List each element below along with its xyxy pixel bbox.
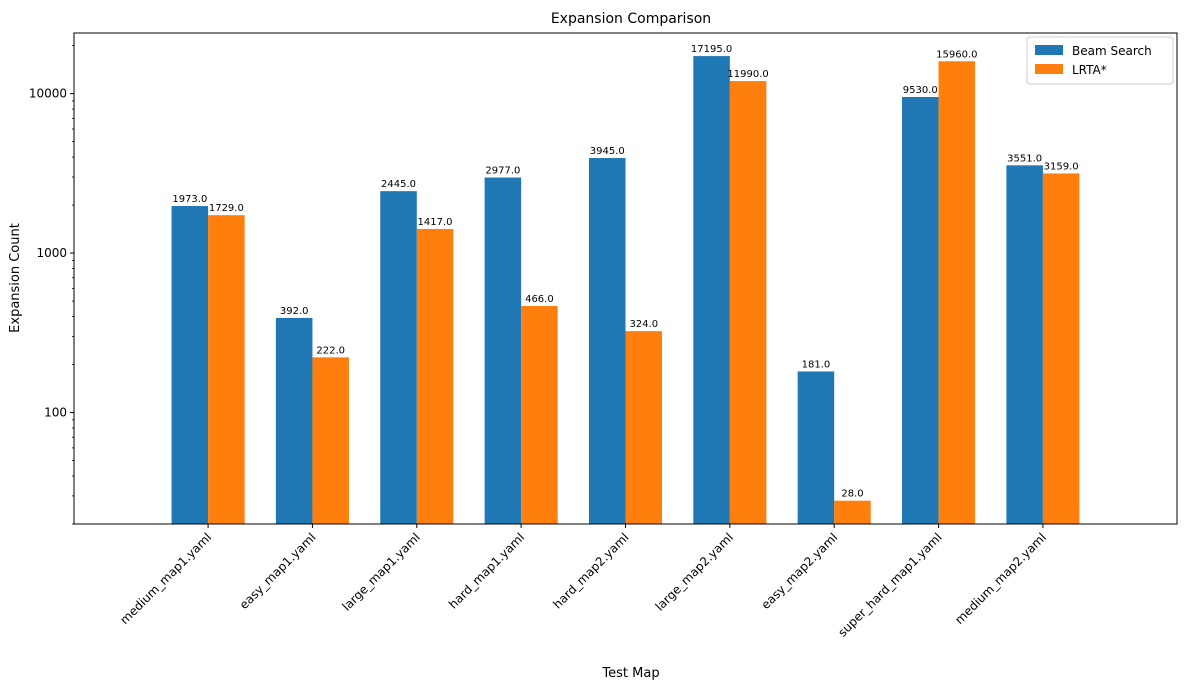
bar-value-label: 3551.0 <box>1007 153 1042 164</box>
bar <box>484 177 522 524</box>
bar-value-label: 11990.0 <box>727 69 768 80</box>
y-tick-label: 10000 <box>29 87 67 101</box>
y-tick-label: 1000 <box>36 246 67 260</box>
bar-value-label: 181.0 <box>802 359 831 370</box>
bar <box>625 331 663 524</box>
bar <box>1042 173 1080 524</box>
bar <box>938 61 976 524</box>
bar <box>797 371 835 524</box>
bar-value-label: 9530.0 <box>903 85 938 96</box>
bar-value-label: 2977.0 <box>485 166 520 177</box>
legend-label: LRTA* <box>1072 63 1107 77</box>
bar <box>275 317 313 524</box>
bar-value-label: 1729.0 <box>209 203 244 214</box>
bar-value-label: 17195.0 <box>691 44 732 55</box>
bar <box>834 500 871 524</box>
bar <box>380 191 417 525</box>
legend: Beam Search LRTA* <box>1026 36 1174 85</box>
bar <box>208 215 245 525</box>
bar <box>521 305 558 524</box>
y-axis-label: Expansion Count <box>8 223 23 333</box>
bar-value-label: 222.0 <box>316 345 345 356</box>
bar-value-label: 3945.0 <box>590 146 625 157</box>
bar <box>416 228 454 525</box>
plot-frame <box>73 32 1178 525</box>
bar <box>1006 165 1043 524</box>
bar-value-label: 392.0 <box>280 306 309 317</box>
y-axis-ticks: 100 1000 10000 <box>29 87 74 420</box>
bar <box>693 56 730 525</box>
bar-value-label: 1973.0 <box>172 194 207 205</box>
y-tick-label: 100 <box>44 406 67 420</box>
chart-title: Expansion Comparison <box>551 11 711 27</box>
legend-swatch <box>1035 45 1063 55</box>
bar-value-labels: 1973.0 392.0 2445.0 2977.0 3945.0 17195.0 181.… <box>172 44 1078 500</box>
bar-value-label: 1417.0 <box>418 217 453 228</box>
legend-label: Beam Search <box>1072 44 1152 58</box>
bar <box>588 158 626 524</box>
bar <box>171 206 209 524</box>
bar <box>729 81 767 525</box>
bar-value-label: 28.0 <box>841 489 863 500</box>
bar-value-label: 3159.0 <box>1044 161 1079 172</box>
legend-swatch <box>1035 64 1063 74</box>
bar <box>902 96 939 524</box>
legend-box <box>1026 36 1174 85</box>
x-axis-label: Test Map <box>601 666 659 681</box>
bar-value-label: 324.0 <box>629 319 658 330</box>
bar-value-label: 15960.0 <box>936 49 977 60</box>
bar <box>312 357 349 524</box>
bars <box>171 56 1080 525</box>
bar-value-label: 2445.0 <box>381 179 416 190</box>
bar-value-label: 466.0 <box>525 294 554 305</box>
